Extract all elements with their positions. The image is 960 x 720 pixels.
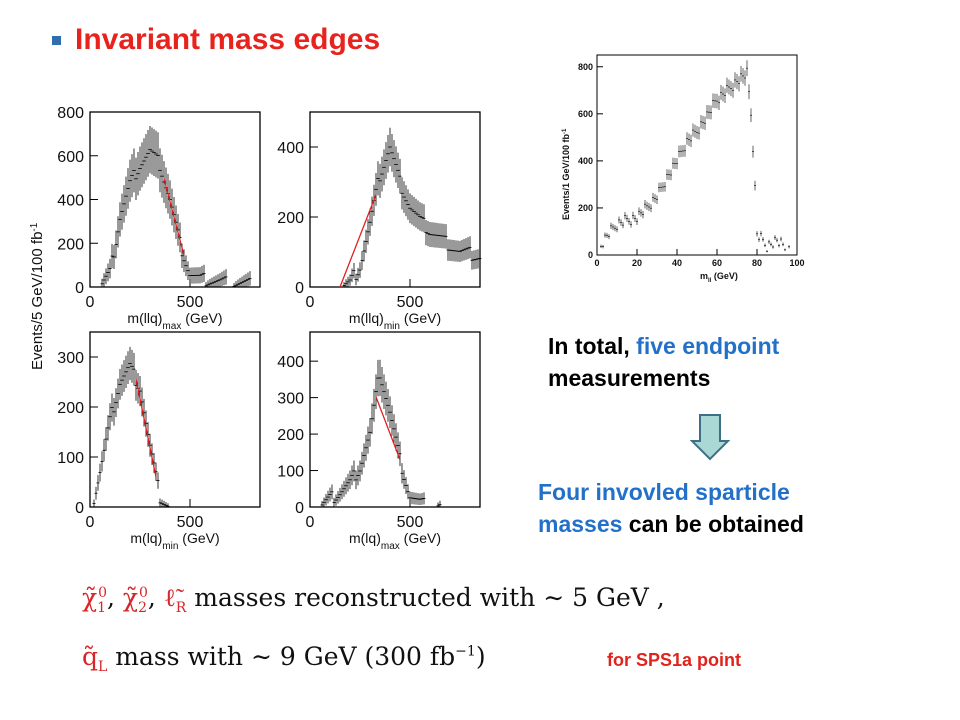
y-tick-label: 200 <box>57 236 84 253</box>
x-tick-label: 60 <box>712 258 722 268</box>
y-tick-label: 800 <box>57 105 84 122</box>
y-tick-label: 0 <box>75 280 84 297</box>
y-tick-label: 200 <box>578 203 593 213</box>
chi2-symbol: χ̃20 <box>122 583 148 616</box>
formula-line-2: q̃L mass with ∼ 9 GeV (300 fb−1) <box>82 642 486 675</box>
y-tick-label: 0 <box>75 500 84 517</box>
y-tick-label: 400 <box>277 354 304 371</box>
slepton-symbol: ℓ̃R <box>163 583 187 616</box>
callout1-suffix: measurements <box>548 365 711 391</box>
fit-line <box>339 194 377 288</box>
y-tick-label: 200 <box>277 427 304 444</box>
slide-title: Invariant mass edges <box>75 23 381 56</box>
x-tick-label: 500 <box>397 514 424 531</box>
formula1-value: 5 GeV , <box>564 583 665 612</box>
formula1-tilde: ∼ <box>543 583 565 612</box>
chi1-symbol: χ̃10 <box>82 583 107 616</box>
x-tick-label: 40 <box>672 258 682 268</box>
formula-line-1: χ̃10, χ̃20, ℓ̃R masses reconstructed wit… <box>82 583 665 616</box>
plot-frame <box>89 111 261 288</box>
y-tick-label: 0 <box>295 500 304 517</box>
y-tick-label: 600 <box>578 109 593 119</box>
formula2-close: ) <box>475 642 486 671</box>
down-arrow-icon <box>690 414 730 461</box>
callout2-masses: masses <box>538 511 623 537</box>
x-tick-label: 500 <box>397 294 424 311</box>
x-tick-label: 500 <box>177 294 204 311</box>
x-axis-label: m(llq)min (GeV) <box>349 310 441 332</box>
y-tick-label: 300 <box>57 350 84 367</box>
formula2-sup: −1 <box>455 643 476 660</box>
y-tick-label: 600 <box>57 149 84 166</box>
y-tick-label: 400 <box>277 140 304 157</box>
formula2-text: mass with <box>107 642 251 671</box>
callout1-highlight: five endpoint <box>636 333 780 359</box>
x-axis-label: m(llq)max (GeV) <box>127 310 222 332</box>
formula2-value: 9 GeV (300 fb <box>271 642 456 671</box>
y-tick-label: 200 <box>57 400 84 417</box>
x-tick-label: 20 <box>632 258 642 268</box>
x-axis-label: m(lq)max (GeV) <box>349 530 441 550</box>
callout2-suffix: can be obtained <box>622 511 804 537</box>
right-ylabel: Events/1 GeV/100 fb-1 <box>561 128 571 220</box>
formula2-tilde: ∼ <box>250 642 272 671</box>
callout-sparticle-masses: Four invovled sparticle masses can be ob… <box>538 476 804 540</box>
y-tick-label: 200 <box>277 210 304 227</box>
squark-symbol: q̃L <box>82 642 108 675</box>
y-tick-label: 400 <box>57 193 84 210</box>
left-ylabel: Events/5 GeV/100 fb-1 <box>29 222 47 370</box>
x-tick-label: 0 <box>306 514 315 531</box>
formula1-text: masses reconstructed with <box>186 583 544 612</box>
y-tick-label: 0 <box>588 250 593 260</box>
y-tick-label: 300 <box>277 391 304 408</box>
right-figure: Events/1 GeV/100 fb-1 mll (GeV) 02004006… <box>561 54 805 284</box>
x-tick-label: 100 <box>789 258 804 268</box>
x-tick-label: 0 <box>86 294 95 311</box>
y-tick-label: 100 <box>277 464 304 481</box>
plot-frame <box>309 331 481 508</box>
x-tick-label: 0 <box>306 294 315 311</box>
x-axis-label: m(lq)min (GeV) <box>130 530 219 550</box>
plot-frame <box>89 331 261 508</box>
plot-frame <box>596 54 798 256</box>
x-tick-label: 500 <box>177 514 204 531</box>
y-tick-label: 100 <box>57 450 84 467</box>
bullet-square-icon <box>52 35 61 45</box>
x-tick-label: 0 <box>594 258 599 268</box>
fit-line <box>135 378 157 478</box>
right-xlabel: mll (GeV) <box>700 271 738 284</box>
title-row: Invariant mass edges <box>52 20 380 60</box>
sps1a-note: for SPS1a point <box>607 650 742 670</box>
callout2-line1: Four invovled sparticle <box>538 479 790 505</box>
y-tick-label: 400 <box>578 156 593 166</box>
plot-frame <box>309 111 481 288</box>
y-tick-label: 0 <box>295 280 304 297</box>
fit-line <box>163 178 185 256</box>
fit-line <box>375 396 401 460</box>
x-tick-label: 0 <box>86 514 95 531</box>
x-tick-label: 80 <box>752 258 762 268</box>
callout-five-endpoints: In total, five endpoint measurements <box>548 330 779 394</box>
callout1-prefix: In total, <box>548 333 637 359</box>
y-tick-label: 800 <box>578 62 593 72</box>
